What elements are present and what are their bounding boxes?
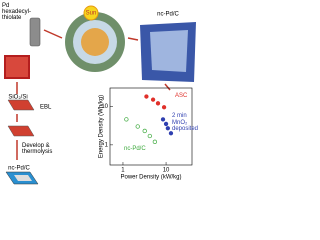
- arrow: [164, 83, 171, 91]
- point: [150, 97, 156, 102]
- graphic-abstract: Sun nc-Pd/C EBL SiO₂/Si nc-Pd/C 1 10 1 10 Po…: [2, 3, 199, 185]
- arrow: [43, 29, 63, 39]
- arrow: [127, 37, 139, 41]
- x-tick-label: 10: [163, 168, 170, 174]
- sun-icon: [83, 5, 99, 21]
- precursor-label: Pd hexadecyl-thiolate: [2, 3, 32, 21]
- process-label: Develop & thermolysis: [22, 143, 53, 155]
- plot-frame: [109, 87, 193, 166]
- chip: [7, 99, 35, 111]
- point: [124, 117, 129, 122]
- chip: [7, 125, 35, 137]
- point: [135, 124, 140, 129]
- y-tick-label: 1: [105, 142, 109, 148]
- vial: [29, 17, 41, 47]
- point: [152, 139, 158, 144]
- series-label: ASC: [175, 93, 188, 99]
- x-axis-label: Power Density (kW/kg): [120, 175, 181, 181]
- series-label: 2 min MnO₂ deposited: [172, 113, 199, 132]
- product-film: [150, 30, 188, 72]
- point: [142, 128, 147, 134]
- series-label: nc-Pd/C: [124, 146, 146, 152]
- x-tick-label: 1: [121, 168, 125, 174]
- point: [155, 101, 161, 106]
- point: [147, 133, 152, 139]
- product-label: nc-Pd/C: [157, 12, 179, 18]
- dish-film: [81, 28, 109, 56]
- y-axis-label: Energy Density (Wh/kg): [99, 95, 105, 158]
- ebl-label: EBL: [40, 105, 52, 111]
- y-tick-label: 10: [101, 104, 108, 110]
- figure: Sun nc-Pd/C EBL SiO₂/Si nc-Pd/C 1 10110Po…: [4, 5, 196, 185]
- device-electrode: [14, 175, 32, 181]
- point: [168, 131, 174, 136]
- point: [144, 94, 149, 99]
- point: [163, 121, 169, 127]
- point: [165, 126, 170, 131]
- point: [160, 117, 166, 122]
- sun-label: Sun: [86, 11, 97, 17]
- wafer-film: [6, 57, 28, 77]
- substrate-label: SiO₂/Si: [8, 95, 27, 101]
- point: [161, 105, 167, 110]
- device-label: nc-Pd/C: [8, 166, 30, 172]
